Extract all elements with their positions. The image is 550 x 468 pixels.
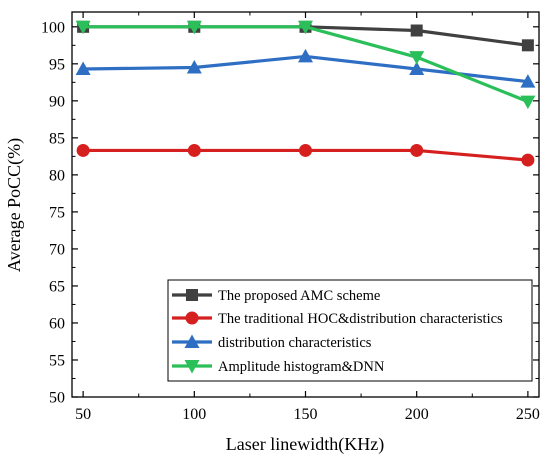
y-tick-label: 50 xyxy=(49,390,65,407)
x-tick-label: 250 xyxy=(516,406,540,423)
series-3 xyxy=(75,48,536,88)
y-tick-label: 85 xyxy=(49,130,65,147)
data-point xyxy=(75,61,91,76)
x-tick-label: 150 xyxy=(294,406,318,423)
data-point xyxy=(410,24,423,37)
legend-label: distribution characteristics xyxy=(218,335,372,351)
data-point xyxy=(186,60,202,74)
y-axis-title: Average PoCC(%) xyxy=(4,138,25,272)
legend-marker xyxy=(184,334,200,348)
legend-marker xyxy=(185,311,199,325)
legend: The proposed AMC scheme The traditional H… xyxy=(167,279,533,382)
data-point xyxy=(186,20,202,35)
data-point xyxy=(76,143,90,157)
legend-label: Amplitude histogram&DNN xyxy=(218,359,385,375)
y-tick-label: 70 xyxy=(49,241,65,258)
legend-entry: The proposed AMC scheme xyxy=(172,288,380,304)
data-point xyxy=(521,153,535,167)
x-axis-title: Laser linewidth(KHz) xyxy=(226,434,384,455)
data-point xyxy=(298,20,313,35)
axis-ticks: 50 55 60 65 70 75 80 85 90 95 100 50 100 150 200 250 xyxy=(41,12,540,423)
y-tick-label: 90 xyxy=(49,93,65,110)
data-point xyxy=(520,74,536,88)
data-point xyxy=(409,51,425,65)
data-point xyxy=(299,143,312,157)
legend-entry: distribution characteristics xyxy=(172,334,372,351)
legend-entry: Amplitude histogram&DNN xyxy=(172,359,385,375)
data-point xyxy=(520,95,536,110)
y-tick-label: 65 xyxy=(49,278,65,295)
x-tick-label: 100 xyxy=(182,406,206,423)
data-point xyxy=(409,61,425,76)
y-tick-label: 95 xyxy=(49,56,65,73)
data-point xyxy=(298,48,313,63)
series-4 xyxy=(75,20,536,110)
legend-box xyxy=(167,279,533,382)
legend-marker xyxy=(184,360,200,374)
y-tick-label: 75 xyxy=(49,204,65,221)
series-2 xyxy=(76,143,535,167)
legend-label: The proposed AMC scheme xyxy=(218,288,380,304)
legend-marker xyxy=(186,289,198,301)
y-tick-label: 100 xyxy=(41,19,65,36)
data-point xyxy=(410,143,424,157)
y-tick-label: 80 xyxy=(49,167,65,184)
data-point xyxy=(187,143,201,157)
y-tick-label: 60 xyxy=(49,315,65,332)
series-layer xyxy=(75,20,536,167)
legend-label: The traditional HOC&distribution charact… xyxy=(218,311,503,327)
data-point xyxy=(75,20,91,35)
x-tick-label: 200 xyxy=(405,406,429,423)
y-tick-label: 55 xyxy=(49,352,65,369)
x-tick-label: 50 xyxy=(75,406,91,423)
legend-entry: The traditional HOC&distribution charact… xyxy=(172,311,503,327)
data-point xyxy=(521,39,534,52)
